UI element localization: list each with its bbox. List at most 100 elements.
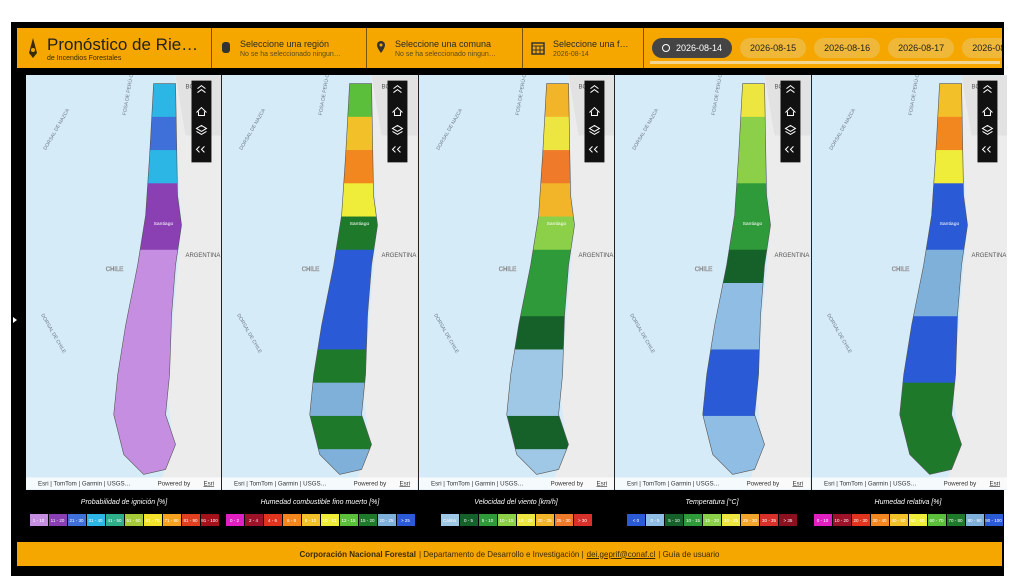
- legend-swatch: 4 - 6: [263, 514, 282, 526]
- date-tab[interactable]: 2026-08-17: [888, 38, 955, 58]
- map-label: CHILE: [302, 267, 320, 273]
- legend-swatch: 8 - 10: [301, 514, 320, 526]
- attribution-esri[interactable]: Esri: [596, 480, 607, 487]
- date-tab[interactable]: 2026-08-14: [652, 38, 733, 58]
- toolbar-button[interactable]: [391, 124, 404, 136]
- footer-guide[interactable]: | Guía de usuario: [658, 549, 720, 559]
- toolbar-button[interactable]: [195, 124, 208, 136]
- attribution-powered: Powered by: [550, 480, 584, 487]
- attribution-esri[interactable]: Esri: [989, 480, 1000, 487]
- toolbar-button[interactable]: [981, 124, 994, 136]
- attribution-esri[interactable]: Esri: [400, 480, 411, 487]
- legend-swatch: 30 - 40: [870, 514, 889, 526]
- map-label: DORSAL DE NAZCA: [239, 107, 268, 151]
- attribution: Esri | TomTom | Garmin | USGS…: [627, 480, 720, 487]
- legend-swatch: 70 - 80: [946, 514, 965, 526]
- map-panel[interactable]: BOLIVIAARGENTINACHILESantiagoDORSAL DE N…: [615, 75, 811, 490]
- legend-swatch: > 25: [396, 514, 415, 526]
- toolbar-button[interactable]: [588, 146, 598, 153]
- legend-swatch: 31 - 40: [86, 514, 105, 526]
- map-label: DORSAL DE CHILE: [39, 313, 67, 355]
- toolbar-button[interactable]: [393, 84, 403, 93]
- toolbar-button[interactable]: [784, 146, 795, 153]
- map-label: DORSAL DE CHILE: [825, 313, 853, 355]
- map-panel[interactable]: BOLIVIAARGENTINACHILESantiagoDORSAL DE N…: [26, 75, 222, 490]
- map-toolbar[interactable]: [780, 80, 801, 163]
- legend-swatch: 15 - 20: [516, 514, 535, 526]
- date-tab[interactable]: 2026-08-16: [814, 38, 881, 58]
- toolbar-bg: [584, 80, 605, 163]
- region-label: Seleccione una región: [240, 38, 330, 49]
- toolbar-button[interactable]: [197, 84, 206, 93]
- toolbar-button[interactable]: [588, 124, 601, 136]
- attribution-bg: [615, 477, 811, 490]
- risk-band: [702, 150, 771, 185]
- header: Pronóstico de Rie… de Incendios Forestal…: [17, 28, 1002, 68]
- legend-swatch: 2 - 4: [244, 514, 263, 526]
- logo: [29, 38, 37, 58]
- map-label: CHILE: [499, 267, 517, 273]
- map-label: Santiago: [350, 221, 370, 227]
- legend-swatches: 1 - 10 11 - 20 21 - 30 31 - 40 41 - 50 51 - 6…: [26, 514, 222, 526]
- attribution: Esri | TomTom | Garmin | USGS…: [824, 480, 917, 487]
- map-panel[interactable]: BOLIVIAARGENTINACHILESantiagoDORSAL DE N…: [222, 75, 418, 490]
- footer-email[interactable]: dei.geprif@conaf.cl: [586, 549, 656, 559]
- date-select[interactable]: Seleccione una f… 2026-08-14: [523, 28, 644, 68]
- toolbar-button[interactable]: [588, 106, 600, 117]
- toolbar-button[interactable]: [392, 146, 402, 153]
- risk-band: [310, 216, 378, 251]
- legend-swatch: 20 - 30: [851, 514, 870, 526]
- tab-label: 2026-08-14: [676, 43, 723, 53]
- attribution-esri[interactable]: Esri: [203, 480, 214, 487]
- map-panel[interactable]: BOLIVIAARGENTINACHILESantiagoDORSAL DE N…: [811, 75, 1008, 490]
- toolbar-button[interactable]: [196, 106, 207, 117]
- map-toolbar[interactable]: [584, 80, 605, 163]
- comuna-select[interactable]: Seleccione una comuna No se ha selecciona…: [367, 28, 523, 68]
- toolbar-button[interactable]: [589, 84, 599, 93]
- tab-label: 2026-08-1: [972, 43, 1002, 53]
- map-toolbar[interactable]: [387, 80, 408, 163]
- map-panel[interactable]: BOLIVIAARGENTINACHILESantiagoDORSAL DE N…: [418, 75, 615, 490]
- attribution-powered: Powered by: [943, 480, 977, 487]
- toolbar-button[interactable]: [392, 106, 404, 117]
- map-toolbar[interactable]: [977, 80, 998, 163]
- legend-swatch: 15 - 20: [358, 514, 377, 526]
- map-label: CHILE: [106, 267, 124, 273]
- map-label: DORSAL DE CHILE: [236, 313, 264, 355]
- attribution-bg: [418, 477, 615, 490]
- toolbar-button[interactable]: [785, 106, 797, 117]
- risk-band: [113, 83, 182, 118]
- date-tab[interactable]: 2026-08-15: [740, 38, 807, 58]
- attribution: Esri | TomTom | Garmin | USGS…: [234, 480, 327, 487]
- legend-swatch: 51 - 60: [124, 514, 143, 526]
- map-label: Santiago: [939, 221, 959, 227]
- footer-dept: | Departamento de Desarrollo e Investiga…: [418, 549, 584, 559]
- region-select[interactable]: Seleccione una región No se ha selecciona…: [212, 28, 367, 68]
- toolbar-button[interactable]: [784, 124, 797, 136]
- risk-band: [113, 216, 182, 251]
- expand-handle[interactable]: [11, 315, 19, 325]
- attribution-esri[interactable]: Esri: [793, 480, 804, 487]
- date-tab[interactable]: 2026-08-1: [962, 38, 1002, 58]
- toolbar-bg: [191, 80, 212, 163]
- toolbar-button[interactable]: [982, 84, 992, 93]
- legend-swatch: 80 - 90: [965, 514, 984, 526]
- attribution-bg: [811, 477, 1008, 490]
- attribution: Esri | TomTom | Garmin | USGS…: [38, 480, 131, 487]
- map-label: Santiago: [546, 221, 566, 227]
- toolbar-button[interactable]: [981, 146, 991, 153]
- legend-swatch: 81 - 90: [181, 514, 200, 526]
- legend-swatch: 10 - 15: [684, 514, 702, 526]
- map-toolbar[interactable]: [191, 80, 212, 163]
- legend-swatch: 91 - 100: [200, 514, 219, 526]
- risk-band: [899, 116, 968, 152]
- legend-swatch: Calmo: [440, 514, 459, 526]
- toolbar-button[interactable]: [981, 106, 993, 117]
- legend-swatch: 90 - 100: [984, 514, 1003, 526]
- toolbar-button[interactable]: [786, 84, 795, 93]
- toolbar-button[interactable]: [195, 146, 205, 153]
